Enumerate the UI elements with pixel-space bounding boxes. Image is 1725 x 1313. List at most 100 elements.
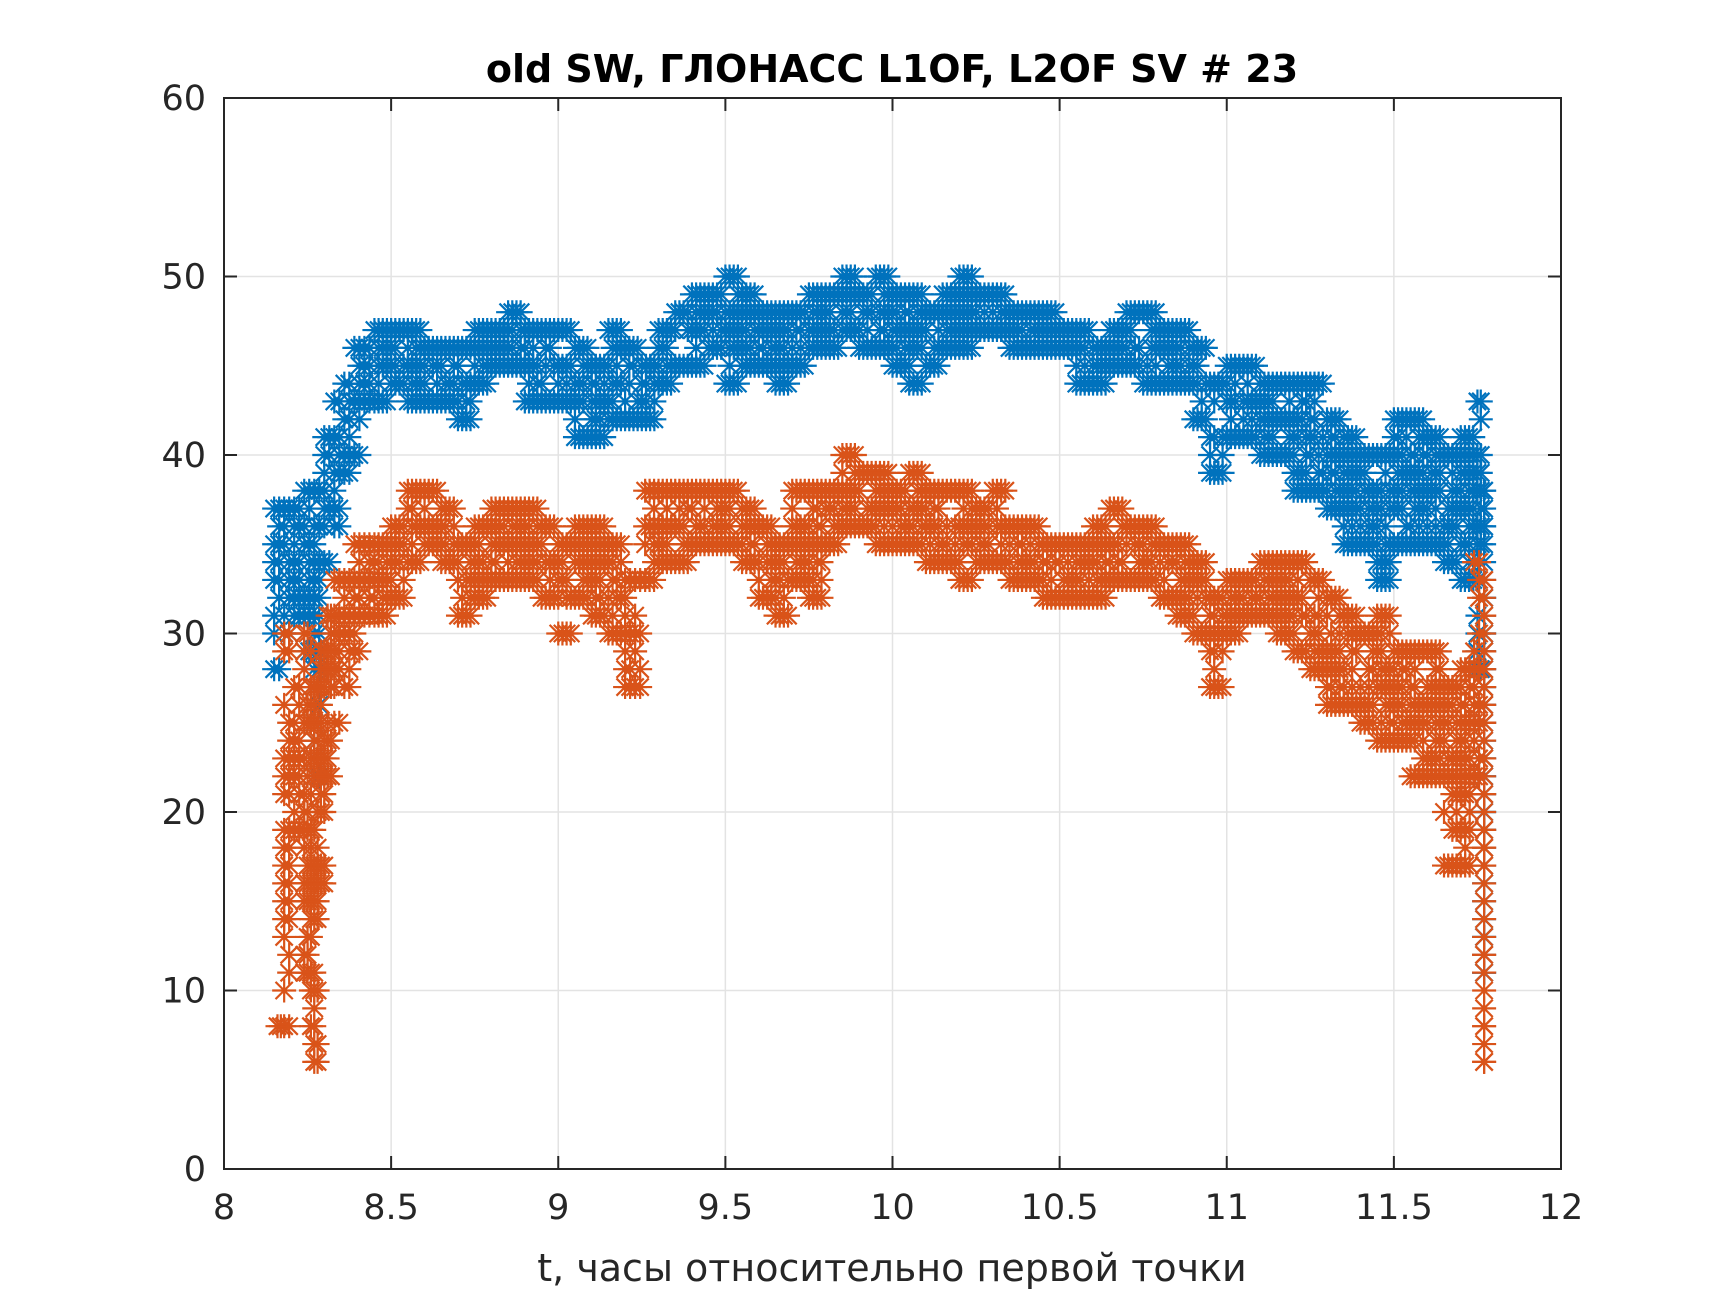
data-point xyxy=(1152,567,1177,592)
data-point xyxy=(847,478,872,503)
data-point xyxy=(295,942,320,967)
y-tick-label: 10 xyxy=(161,972,206,1012)
data-point xyxy=(623,639,648,664)
data-point xyxy=(1260,425,1285,450)
data-point xyxy=(441,514,466,539)
data-point xyxy=(608,318,633,343)
data-point xyxy=(759,514,784,539)
data-point xyxy=(1373,460,1398,485)
data-point xyxy=(537,335,562,360)
data-point xyxy=(1218,407,1243,432)
data-point xyxy=(542,514,567,539)
data-point xyxy=(400,496,425,521)
data-point xyxy=(1076,318,1101,343)
data-point xyxy=(613,585,638,610)
data-point xyxy=(441,496,466,521)
data-point xyxy=(1472,942,1497,967)
data-point xyxy=(592,514,617,539)
data-point xyxy=(642,567,667,592)
data-point xyxy=(277,942,302,967)
data-point xyxy=(1377,621,1402,646)
data-point xyxy=(297,496,322,521)
data-point xyxy=(1327,639,1352,664)
data-point xyxy=(508,300,533,325)
data-point xyxy=(671,514,696,539)
data-point xyxy=(305,889,330,914)
data-point xyxy=(347,639,372,664)
data-point xyxy=(277,889,302,914)
data-point xyxy=(717,514,742,539)
x-tick-label: 8.5 xyxy=(363,1188,419,1228)
data-point xyxy=(1472,639,1497,664)
data-point xyxy=(1468,460,1493,485)
data-point xyxy=(1285,567,1310,592)
data-point xyxy=(366,371,391,396)
data-point xyxy=(1444,800,1469,824)
y-tick-label: 40 xyxy=(161,436,206,476)
data-point xyxy=(642,389,667,414)
data-point xyxy=(305,1049,330,1074)
data-point xyxy=(1039,567,1064,592)
data-point xyxy=(642,496,667,521)
data-point xyxy=(592,425,617,450)
data-point xyxy=(1277,389,1302,414)
data-point xyxy=(959,567,984,592)
data-point xyxy=(1472,907,1497,932)
data-point xyxy=(679,496,704,521)
data-point xyxy=(1110,550,1135,575)
data-point xyxy=(277,853,302,878)
data-point xyxy=(959,335,984,360)
y-tick-label: 50 xyxy=(161,258,206,298)
data-point xyxy=(1472,728,1497,753)
data-point xyxy=(725,264,750,289)
data-point xyxy=(654,335,679,360)
data-point xyxy=(315,746,340,771)
data-point xyxy=(776,371,801,396)
data-point xyxy=(525,567,550,592)
data-point xyxy=(475,585,500,610)
data-point xyxy=(1352,460,1377,485)
data-point xyxy=(809,550,834,575)
data-point xyxy=(742,496,767,521)
data-point xyxy=(1472,978,1497,1003)
data-point xyxy=(317,550,342,575)
data-point xyxy=(391,567,416,592)
data-point xyxy=(1394,425,1419,450)
data-point xyxy=(1189,389,1214,414)
data-point xyxy=(1193,550,1218,575)
data-point xyxy=(1344,603,1369,628)
data-point xyxy=(1093,585,1118,610)
data-point xyxy=(337,657,362,682)
data-point xyxy=(305,835,330,860)
data-point xyxy=(1118,318,1143,343)
data-point xyxy=(458,407,483,432)
x-tick-label: 12 xyxy=(1539,1188,1584,1228)
data-point xyxy=(1302,407,1327,432)
data-point xyxy=(1390,496,1415,521)
data-point xyxy=(287,728,312,753)
data-point xyxy=(558,621,583,646)
data-point xyxy=(1281,621,1306,646)
data-point xyxy=(1453,835,1478,860)
data-point xyxy=(302,1014,327,1039)
data-point xyxy=(984,496,1009,521)
data-point xyxy=(746,567,771,592)
data-point xyxy=(277,835,302,860)
data-point xyxy=(337,675,362,700)
data-point xyxy=(1198,443,1223,467)
data-point xyxy=(742,282,767,307)
data-point xyxy=(876,460,901,485)
data-point xyxy=(909,282,934,307)
data-point xyxy=(1402,675,1427,700)
series-L2OF xyxy=(265,443,1497,1074)
data-point xyxy=(318,728,343,753)
data-point xyxy=(1472,996,1497,1021)
data-point xyxy=(475,371,500,396)
data-point xyxy=(1472,496,1497,521)
data-point xyxy=(1444,514,1469,539)
data-point xyxy=(792,353,817,378)
data-point xyxy=(600,389,625,414)
x-tick-labels: 8 8.5 9 9.5 10 10.5 11 11.5 12 xyxy=(213,1188,1583,1228)
data-point xyxy=(1461,425,1486,450)
data-point xyxy=(1472,657,1497,682)
